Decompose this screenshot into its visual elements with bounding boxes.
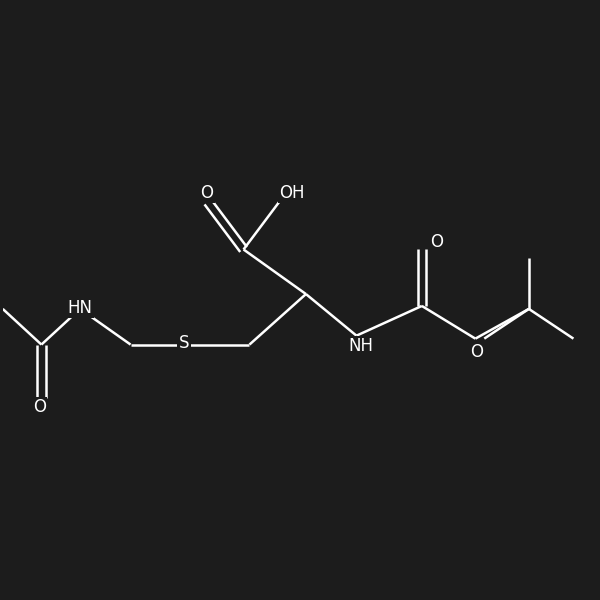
Text: NH: NH — [349, 337, 374, 355]
Text: HN: HN — [68, 299, 92, 317]
Text: OH: OH — [280, 184, 305, 202]
Text: O: O — [470, 343, 483, 361]
Text: S: S — [179, 334, 190, 352]
Text: O: O — [200, 184, 213, 202]
Text: O: O — [33, 398, 46, 416]
Text: O: O — [430, 233, 443, 251]
